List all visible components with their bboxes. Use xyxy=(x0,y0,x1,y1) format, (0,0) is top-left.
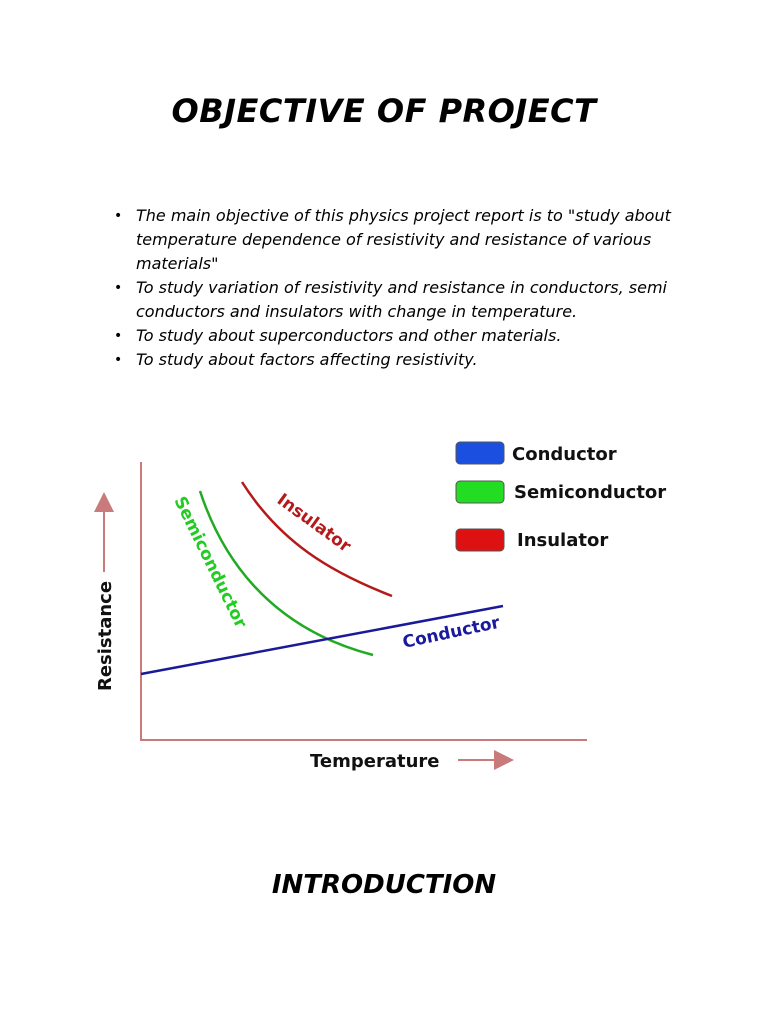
list-item-text: The main objective of this physics proje… xyxy=(136,206,671,273)
resistance-temperature-figure: Resistance Temperature Insulator Semicon… xyxy=(90,432,690,777)
bullet-icon: • xyxy=(114,352,123,368)
semiconductor-curve xyxy=(198,490,374,657)
x-axis-label: Temperature xyxy=(310,751,439,772)
list-item-text: To study about superconductors and other… xyxy=(136,326,562,345)
bullet-icon: • xyxy=(114,328,123,344)
bullet-icon: • xyxy=(114,280,123,296)
insulator-curve xyxy=(240,481,393,598)
semiconductor-curve-label: Semiconductor xyxy=(170,493,251,631)
y-axis-label: Resistance xyxy=(95,581,116,691)
legend-swatch-insulator xyxy=(455,528,505,552)
conductor-curve-label: Conductor xyxy=(401,613,502,653)
list-item: • To study about superconductors and othe… xyxy=(110,324,690,348)
legend-swatch-semiconductor xyxy=(455,480,505,504)
list-item: • To study about factors affecting resist… xyxy=(110,348,690,372)
list-item: • To study variation of resistivity and r… xyxy=(110,276,690,324)
legend: Conductor Semiconductor Insulator xyxy=(455,441,666,552)
bullet-icon: • xyxy=(114,208,123,224)
legend-label-semiconductor: Semiconductor xyxy=(514,482,666,503)
figure-svg: Resistance Temperature Insulator Semicon… xyxy=(94,441,666,772)
legend-label-insulator: Insulator xyxy=(517,530,608,551)
conductor-line xyxy=(140,604,504,676)
insulator-curve-label: Insulator xyxy=(273,490,355,557)
page-title: OBJECTIVE OF PROJECT xyxy=(171,92,597,130)
legend-label-conductor: Conductor xyxy=(512,444,617,465)
legend-swatch-conductor xyxy=(455,441,505,465)
list-item: • The main objective of this physics proj… xyxy=(110,204,690,276)
list-item-text: To study about factors affecting resisti… xyxy=(136,350,478,369)
section-title: INTRODUCTION xyxy=(271,870,497,900)
objectives-list: • The main objective of this physics proj… xyxy=(110,204,690,372)
list-item-text: To study variation of resistivity and re… xyxy=(136,278,667,321)
